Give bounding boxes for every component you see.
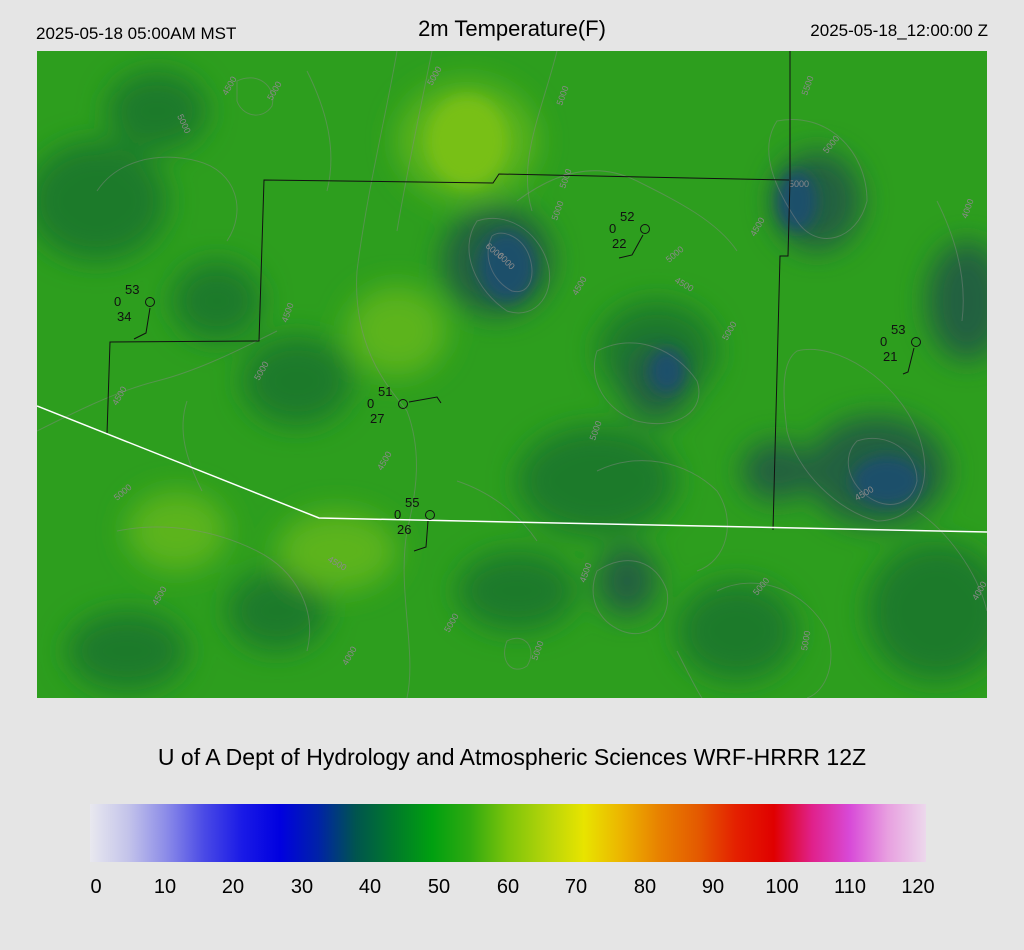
- colorbar-tick-label: 50: [427, 876, 451, 898]
- station-circle: [911, 337, 921, 347]
- station-circle: [398, 399, 408, 409]
- model-credit: U of A Dept of Hydrology and Atmospheric…: [157, 744, 867, 770]
- station-plot: 53 021: [880, 322, 921, 375]
- colorbar-tick-label: 30: [290, 876, 314, 898]
- station-circle: [640, 224, 650, 234]
- wind-barb: [618, 234, 644, 259]
- colorbar-tick-label: 120: [901, 876, 935, 898]
- wind-barb: [133, 307, 151, 340]
- station-temperature: 53: [891, 322, 905, 337]
- station-plot: 51 027: [367, 384, 442, 426]
- colorbar-tick-label: 100: [765, 876, 799, 898]
- station-cloud-cover: 0: [880, 334, 887, 349]
- state-boundary: [37, 405, 987, 533]
- county-boundaries: [106, 51, 791, 531]
- colorbar-gradient: [90, 804, 926, 862]
- station-dewpoint: 22: [612, 236, 626, 251]
- elevation-label: 5000: [789, 179, 809, 189]
- colorbar-tick-label: 60: [496, 876, 520, 898]
- colorbar-tick-label: 70: [564, 876, 588, 898]
- station-temperature: 53: [125, 282, 139, 297]
- wind-barb: [902, 347, 915, 375]
- valid-time: 2025-05-18_12:00:00 Z: [810, 21, 988, 40]
- colorbar-tick-label: 80: [633, 876, 657, 898]
- station-plot: 55 026: [394, 495, 435, 552]
- station-cloud-cover: 0: [394, 507, 401, 522]
- wind-barb: [408, 396, 442, 404]
- station-temperature: 55: [405, 495, 419, 510]
- map-title: 2m Temperature(F): [418, 16, 606, 41]
- station-dewpoint: 34: [117, 309, 131, 324]
- colorbar-tick-label: 40: [358, 876, 382, 898]
- elevation-contours: [37, 51, 987, 698]
- header: 2025-05-18 05:00AM MST 2m Temperature(F)…: [0, 0, 1024, 50]
- colorbar-tick-label: 110: [834, 876, 866, 898]
- station-dewpoint: 26: [397, 522, 411, 537]
- station-dewpoint: 21: [883, 349, 897, 364]
- station-temperature: 51: [378, 384, 392, 399]
- elevation-label: 5000: [799, 630, 812, 651]
- local-time: 2025-05-18 05:00AM MST: [36, 24, 237, 43]
- station-cloud-cover: 0: [114, 294, 121, 309]
- station-circle: [145, 297, 155, 307]
- station-cloud-cover: 0: [609, 221, 616, 236]
- colorbar-ticks: 0 10 20 30 40 50 60 70 80 90 100 110 120: [0, 876, 1024, 906]
- station-temperature: 52: [620, 209, 634, 224]
- colorbar-tick-label: 10: [153, 876, 177, 898]
- colorbar-tick-label: 90: [701, 876, 725, 898]
- temperature-colorbar: [90, 804, 926, 862]
- station-plot: 53 034: [114, 282, 155, 340]
- station-cloud-cover: 0: [367, 396, 374, 411]
- wind-barb: [413, 520, 429, 552]
- colorbar-tick-label: 0: [90, 876, 102, 898]
- station-plot: 52 022: [609, 209, 650, 259]
- colorbar-tick-label: 20: [221, 876, 245, 898]
- station-circle: [425, 510, 435, 520]
- station-dewpoint: 27: [370, 411, 384, 426]
- temperature-cores: [427, 96, 922, 506]
